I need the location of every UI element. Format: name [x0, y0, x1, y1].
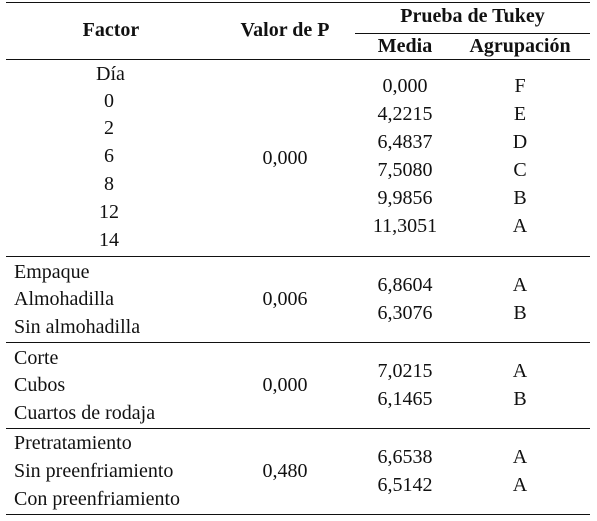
level-dia-0: 0: [104, 90, 114, 112]
agrup-cuartos-de-rodaja: B: [513, 388, 527, 410]
level-sin-preenfriamiento: Sin preenfriamiento: [14, 460, 174, 482]
agrup-dia-6: D: [512, 131, 528, 153]
agrup-dia-8: C: [513, 159, 527, 181]
media-dia-0: 0,000: [382, 75, 428, 97]
level-dia-12: 12: [99, 201, 119, 223]
level-dia-8: 8: [104, 173, 114, 195]
agrup-sin-preenfriamiento: A: [512, 446, 528, 468]
header-factor: Factor: [82, 19, 140, 41]
agrup-dia-12: B: [513, 187, 527, 209]
media-sin-preenfriamiento: 6,6538: [377, 446, 433, 468]
p-value-empaque: 0,006: [262, 288, 308, 310]
level-sin-almohadilla: Sin almohadilla: [14, 316, 141, 338]
table-top-rule: [6, 2, 590, 3]
level-cuartos-de-rodaja: Cuartos de rodaja: [14, 402, 156, 424]
level-almohadilla: Almohadilla: [14, 288, 114, 310]
factor-pretratamiento: Pretratamiento: [14, 432, 132, 454]
agrup-sin-almohadilla: B: [513, 302, 527, 324]
agrup-con-preenfriamiento: A: [512, 474, 528, 496]
media-dia-14: 11,3051: [372, 215, 438, 237]
divider-empaque-corte: [6, 342, 590, 343]
media-dia-12: 9,9856: [377, 187, 433, 209]
media-almohadilla: 6,8604: [377, 274, 433, 296]
header-bottom-rule: [6, 59, 590, 60]
factor-dia: Día: [96, 63, 125, 85]
tukey-subheader-rule: [355, 33, 590, 34]
media-cuartos-de-rodaja: 6,1465: [377, 388, 433, 410]
agrup-cubos: A: [512, 360, 528, 382]
p-value-dia: 0,000: [262, 147, 308, 169]
media-dia-2: 4,2215: [377, 103, 433, 125]
media-cubos: 7,0215: [377, 360, 433, 382]
agrup-dia-2: E: [513, 103, 527, 125]
table-bottom-rule: [6, 514, 590, 515]
divider-corte-pretratamiento: [6, 428, 590, 429]
agrup-dia-14: A: [512, 215, 528, 237]
divider-dia-empaque: [6, 256, 590, 257]
header-agrupacion: Agrupación: [469, 35, 571, 57]
header-tukey: Prueba de Tukey: [400, 5, 545, 27]
media-dia-6: 6,4837: [377, 131, 433, 153]
p-value-corte: 0,000: [262, 374, 308, 396]
agrup-almohadilla: A: [512, 274, 528, 296]
level-cubos: Cubos: [14, 374, 66, 396]
header-media: Media: [377, 35, 433, 57]
factor-corte: Corte: [14, 347, 59, 369]
header-p-value: Valor de P: [240, 19, 330, 41]
p-value-pretratamiento: 0,480: [262, 460, 308, 482]
media-sin-almohadilla: 6,3076: [377, 302, 433, 324]
factor-empaque: Empaque: [14, 261, 90, 283]
agrup-dia-0: F: [514, 75, 526, 97]
level-dia-6: 6: [104, 145, 114, 167]
media-con-preenfriamiento: 6,5142: [377, 474, 433, 496]
level-con-preenfriamiento: Con preenfriamiento: [14, 488, 181, 510]
media-dia-8: 7,5080: [377, 159, 433, 181]
level-dia-2: 2: [104, 117, 114, 139]
level-dia-14: 14: [99, 229, 119, 251]
